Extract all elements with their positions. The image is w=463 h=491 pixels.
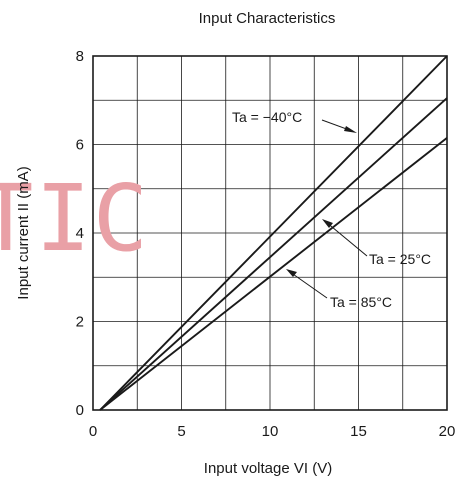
grid <box>93 56 447 410</box>
x-tick-label: 15 <box>350 423 367 440</box>
x-tick-label: 5 <box>177 423 185 440</box>
y-tick-label: 2 <box>76 314 84 331</box>
annotation-label-85: Ta = 85°C <box>330 294 392 310</box>
chart-title: Input Characteristics <box>199 10 336 27</box>
annotation-85: Ta = 85°C <box>286 269 392 310</box>
y-axis-label: Input current II (mA) <box>15 166 32 299</box>
watermark-text: TIC <box>0 165 150 272</box>
annotation-label-minus40: Ta = −40°C <box>232 109 302 125</box>
annotation-label-25: Ta = 25°C <box>369 251 431 267</box>
annotation-minus40: Ta = −40°C <box>232 109 357 133</box>
y-tick-label: 6 <box>76 137 84 154</box>
watermark: TIC <box>0 165 150 272</box>
x-tick-label: 20 <box>439 423 456 440</box>
x-tick-label: 10 <box>262 423 279 440</box>
annotation-25: Ta = 25°C <box>322 219 431 267</box>
x-axis-label: Input voltage VI (V) <box>204 460 332 477</box>
series-lines <box>99 55 448 411</box>
y-tick-labels: 0 2 4 6 8 <box>76 48 84 419</box>
x-tick-labels: 0 5 10 15 20 <box>89 423 456 440</box>
series-line-0 <box>99 55 448 411</box>
series-line-2 <box>99 137 448 411</box>
y-tick-label: 0 <box>76 402 84 419</box>
series-line-1 <box>99 97 448 411</box>
plot-frame <box>92 55 448 411</box>
y-tick-label: 4 <box>76 225 84 242</box>
y-tick-label: 8 <box>76 48 84 65</box>
x-tick-label: 0 <box>89 423 97 440</box>
